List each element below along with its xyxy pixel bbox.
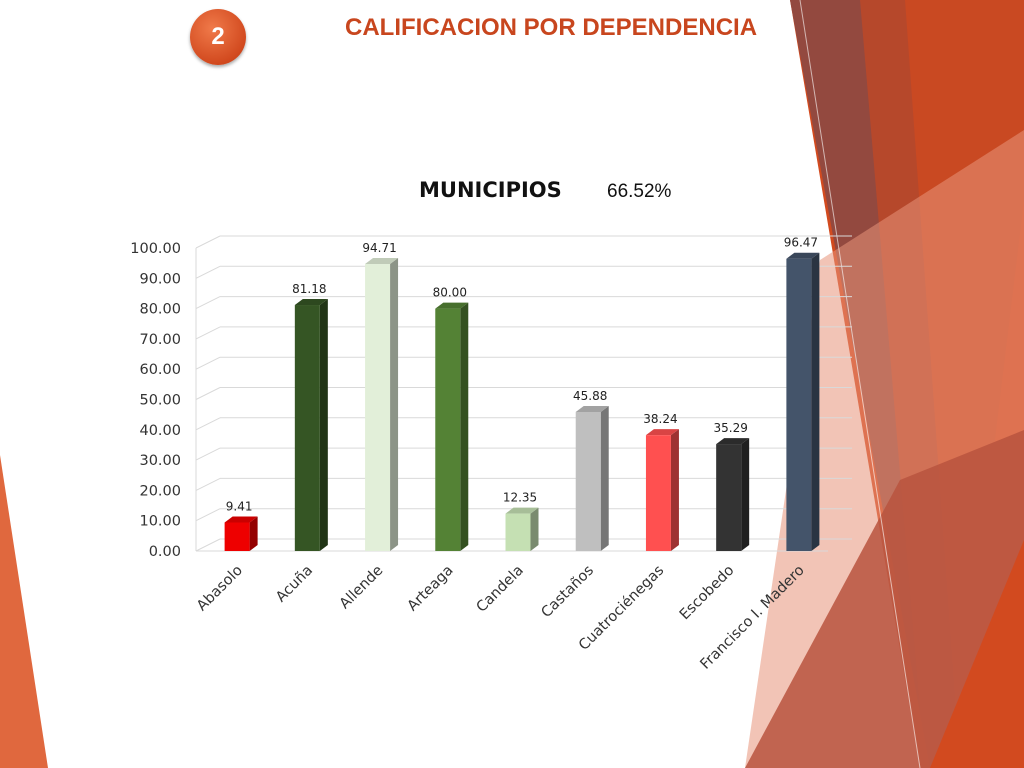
bar-top [435, 302, 469, 309]
bar [224, 522, 250, 551]
x-tick-label: Allende [337, 562, 387, 612]
y-tick-label: 90.00 [139, 271, 181, 287]
bar [645, 435, 671, 551]
gridline-depth [195, 235, 221, 249]
x-tick-label: Abasolo [194, 562, 246, 614]
x-tick-label: Acuña [273, 563, 316, 606]
bar-side [319, 299, 328, 551]
y-tick-label: 80.00 [139, 302, 181, 318]
chart-title: MUNICIPIOS [419, 178, 562, 202]
bar [716, 444, 742, 551]
gridline-depth [195, 326, 221, 340]
bar [435, 308, 461, 551]
bar-top [294, 299, 328, 306]
x-tick-label: Castaños [539, 563, 598, 622]
gridline-depth [195, 296, 221, 310]
slide-number-badge: 2 [190, 9, 246, 65]
gridline-depth [195, 387, 221, 400]
bar [294, 305, 320, 551]
bar-side [811, 252, 820, 551]
bar-top [365, 258, 399, 265]
bar-top [224, 516, 258, 523]
y-tick-label: 60.00 [139, 362, 181, 378]
y-tick-label: 70.00 [139, 332, 181, 348]
data-label: 38.24 [643, 412, 677, 426]
gridline-depth [195, 508, 221, 522]
data-label: 45.88 [573, 389, 607, 403]
x-tick-label: Arteaga [405, 563, 457, 615]
y-tick-label: 0.00 [149, 544, 181, 560]
data-label: 35.29 [713, 421, 747, 435]
bar [505, 513, 531, 551]
data-label: 9.41 [226, 499, 253, 513]
gridline-depth [195, 447, 221, 461]
y-tick-label: 30.00 [139, 453, 181, 469]
y-tick-label: 100.00 [130, 241, 181, 257]
data-label: 80.00 [433, 286, 467, 300]
bar-side [249, 516, 258, 551]
chart-percentage: 66.52% [607, 181, 672, 202]
data-label: 94.71 [362, 241, 396, 255]
bar-side [390, 258, 399, 551]
gridline-depth [195, 477, 221, 491]
y-tick-label: 50.00 [139, 393, 181, 409]
bar [786, 258, 812, 551]
bar-side [460, 302, 469, 551]
data-label: 81.18 [292, 282, 326, 296]
bar [575, 411, 601, 551]
data-label: 12.35 [503, 491, 537, 505]
bar-side [530, 507, 539, 551]
bar-top [716, 438, 750, 445]
bar [365, 264, 391, 551]
gridline-depth [195, 417, 221, 431]
slide-title: CALIFICACION POR DEPENDENCIA [345, 14, 758, 41]
bar-top [786, 252, 820, 259]
y-tick-label: 40.00 [139, 423, 181, 439]
data-label: 96.47 [784, 236, 818, 250]
gridline-depth [195, 538, 221, 552]
y-tick-label: 10.00 [139, 514, 181, 530]
bar-side [670, 429, 679, 551]
y-tick-label: 20.00 [139, 483, 181, 499]
bar-top [505, 507, 539, 514]
x-tick-label: Candela [474, 563, 527, 616]
bar-side [741, 438, 750, 551]
x-tick-label: Escobedo [677, 562, 738, 623]
bar-top [645, 429, 679, 436]
bar-side [600, 405, 609, 551]
bar-top [575, 405, 609, 412]
gridline-depth [195, 265, 221, 279]
gridline-depth [195, 356, 221, 370]
